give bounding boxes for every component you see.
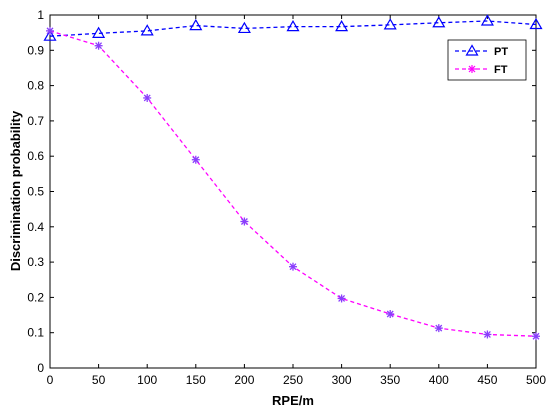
y-axis-ticks: 0 0.1 0.2 0.3 0.4 0.5 0.6 0.7 0.8 0.9 1 <box>27 8 536 375</box>
legend-pt-marker <box>465 44 479 56</box>
x-tick-label: 50 <box>92 373 106 387</box>
series-ft-point <box>289 262 297 271</box>
series-pt-point <box>92 26 106 38</box>
series-pt <box>43 14 543 41</box>
series-pt-point <box>529 17 543 30</box>
legend-ft-marker <box>468 65 476 73</box>
series-pt-point <box>189 18 203 31</box>
y-tick-label: 0.4 <box>27 220 44 234</box>
series-pt-point <box>432 16 446 28</box>
series-ft-point <box>191 155 200 164</box>
y-tick-label: 0.5 <box>27 185 44 199</box>
series-ft-point <box>143 93 152 102</box>
series-pt-point <box>480 14 494 26</box>
x-tick-label: 200 <box>234 373 254 387</box>
y-tick-label: 0.9 <box>27 43 44 57</box>
y-tick-label: 0.8 <box>27 79 44 93</box>
series-pt-point <box>43 29 57 41</box>
legend-box <box>447 39 527 81</box>
x-axis-label: RPE/m <box>272 393 314 408</box>
x-axis-ticks: 0 50 100 150 200 250 300 350 400 450 500 <box>47 15 546 387</box>
series-ft-point <box>386 309 395 318</box>
series-ft-point <box>337 294 346 303</box>
y-tick-label: 0.7 <box>27 114 44 128</box>
legend: PT FT <box>447 39 527 81</box>
x-tick-label: 0 <box>47 373 54 387</box>
series-ft-point <box>532 332 540 341</box>
x-tick-label: 450 <box>477 373 497 387</box>
series-pt-point <box>335 19 349 32</box>
x-tick-label: 250 <box>283 373 303 387</box>
legend-pt-label: PT <box>494 46 508 58</box>
x-tick-label: 350 <box>380 373 400 387</box>
series-pt-point <box>383 18 397 30</box>
series-ft <box>46 26 540 341</box>
y-axis-label: Discrimination probability <box>8 110 23 271</box>
y-tick-label: 0.1 <box>27 326 44 340</box>
x-tick-label: 400 <box>429 373 449 387</box>
series-ft-point <box>434 324 443 333</box>
x-tick-label: 150 <box>186 373 206 387</box>
series-ft-point <box>240 217 249 226</box>
series-pt-point <box>286 19 300 32</box>
y-tick-label: 0 <box>37 361 44 375</box>
series-layer <box>43 14 543 341</box>
y-tick-label: 0.2 <box>27 290 44 304</box>
y-tick-label: 0.3 <box>27 255 44 269</box>
x-tick-label: 500 <box>526 373 546 387</box>
y-tick-label: 0.6 <box>27 149 44 163</box>
series-pt-point <box>237 21 251 34</box>
series-ft-point <box>483 330 492 339</box>
series-ft-point <box>94 41 103 50</box>
x-tick-label: 300 <box>332 373 352 387</box>
legend-ft-label: FT <box>494 64 508 76</box>
series-ft-point <box>46 26 54 35</box>
series-pt-point <box>140 24 154 36</box>
x-tick-label: 100 <box>137 373 157 387</box>
y-tick-label: 1 <box>37 8 44 22</box>
